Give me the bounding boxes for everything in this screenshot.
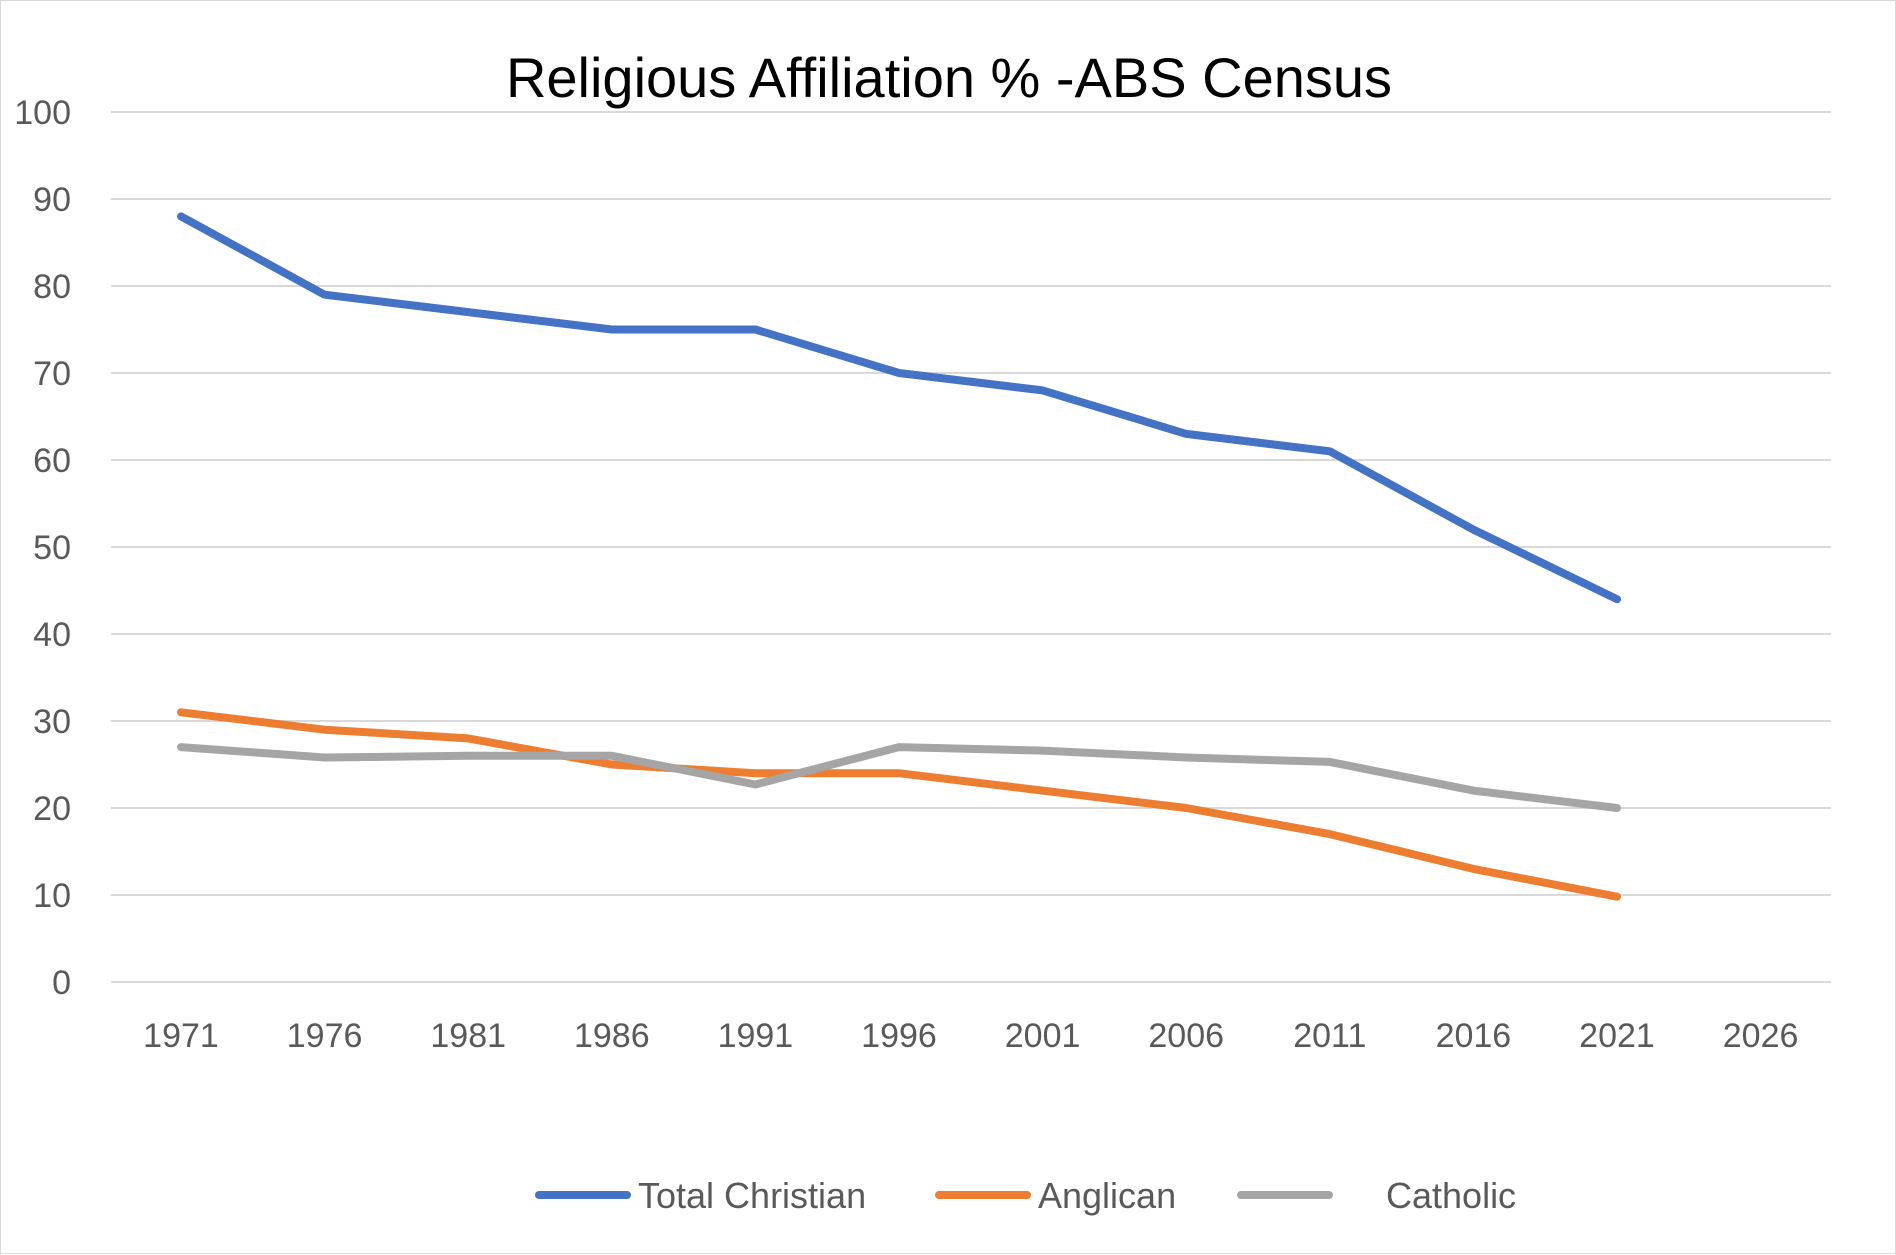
series-line-anglican <box>177 708 1621 901</box>
y-tick-label: 10 <box>33 877 71 915</box>
x-tick-label: 1986 <box>574 1017 650 1055</box>
x-tick-label: 2006 <box>1148 1017 1224 1055</box>
legend-label-total-christian: Total Christian <box>638 1175 866 1216</box>
y-tick-label: 70 <box>33 355 71 393</box>
legend-label-anglican: Anglican <box>1038 1175 1176 1216</box>
y-tick-label: 20 <box>33 790 71 828</box>
y-tick-label: 90 <box>33 181 71 219</box>
x-tick-label: 2021 <box>1579 1017 1655 1055</box>
x-tick-label: 2001 <box>1005 1017 1081 1055</box>
x-tick-label: 2011 <box>1293 1017 1366 1055</box>
series-line-total-christian <box>177 212 1621 604</box>
y-tick-label: 50 <box>33 529 71 567</box>
x-axis-ticks: 1971 1976 1981 1986 1991 1996 2001 2006 2011 2016… <box>143 1017 1798 1055</box>
chart-title: Religious Affiliation % -ABS Census <box>506 46 1392 109</box>
gridlines <box>111 111 1831 983</box>
x-tick-label: 1976 <box>287 1017 363 1055</box>
x-tick-label: 2026 <box>1723 1017 1799 1055</box>
y-tick-label: 80 <box>33 268 71 306</box>
x-tick-label: 1971 <box>143 1017 219 1055</box>
series-line-catholic <box>177 743 1621 812</box>
y-axis-ticks: 0 10 20 30 40 50 60 70 80 90 100 <box>14 94 71 1002</box>
y-tick-label: 60 <box>33 442 71 480</box>
legend-label-catholic: Catholic <box>1386 1175 1516 1216</box>
y-tick-label: 0 <box>52 964 71 1002</box>
x-tick-label: 1996 <box>861 1017 937 1055</box>
legend: Total Christian Anglican Catholic <box>535 1175 1516 1216</box>
x-tick-label: 1991 <box>718 1017 794 1055</box>
series-lines <box>177 212 1621 901</box>
y-tick-label: 40 <box>33 616 71 654</box>
y-tick-label: 30 <box>33 703 71 741</box>
x-tick-label: 1981 <box>430 1017 506 1055</box>
y-tick-label: 100 <box>14 94 71 132</box>
x-tick-label: 2016 <box>1436 1017 1512 1055</box>
